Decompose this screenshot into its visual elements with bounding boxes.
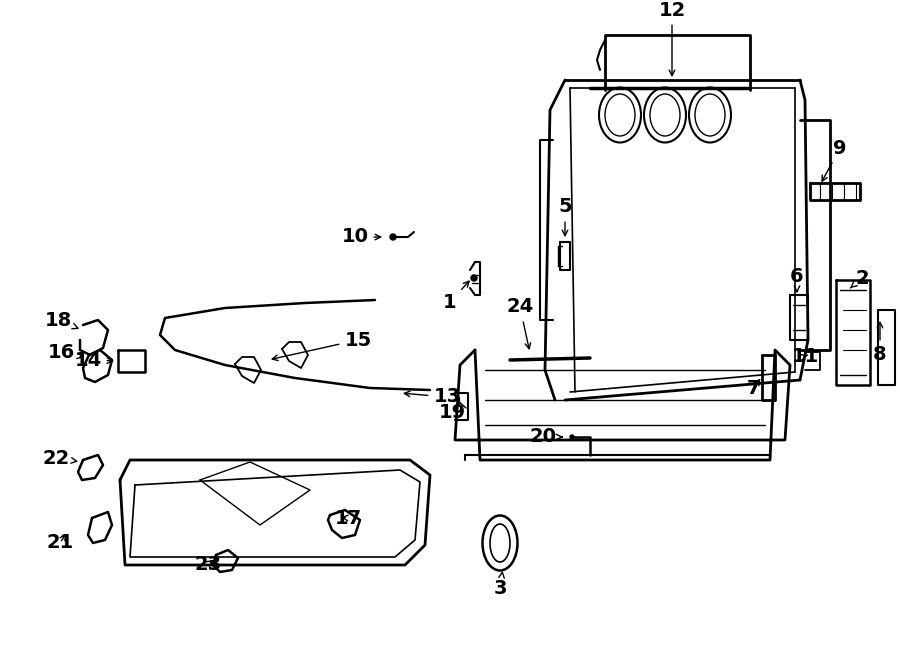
Circle shape [64, 512, 100, 548]
Ellipse shape [695, 94, 725, 136]
Circle shape [74, 522, 90, 538]
Circle shape [849, 336, 857, 344]
Circle shape [132, 532, 138, 538]
Text: 17: 17 [335, 508, 362, 527]
Text: 10: 10 [341, 227, 381, 247]
Ellipse shape [599, 87, 641, 143]
Ellipse shape [490, 524, 510, 562]
Text: 5: 5 [558, 198, 572, 236]
Text: 14: 14 [75, 350, 112, 369]
Circle shape [292, 352, 298, 358]
Circle shape [570, 435, 574, 439]
Circle shape [794, 313, 802, 321]
Text: 13: 13 [404, 387, 461, 407]
Text: 15: 15 [272, 330, 372, 360]
Circle shape [132, 517, 138, 523]
Ellipse shape [689, 87, 731, 143]
Text: 7: 7 [747, 379, 760, 397]
Ellipse shape [605, 94, 635, 136]
Text: 21: 21 [47, 533, 74, 553]
Text: 8: 8 [873, 323, 886, 364]
Text: 6: 6 [790, 266, 804, 292]
Text: 9: 9 [822, 139, 847, 181]
Text: 22: 22 [42, 449, 76, 467]
Circle shape [386, 230, 400, 244]
Text: 11: 11 [791, 346, 819, 366]
Text: 19: 19 [438, 397, 465, 422]
Circle shape [582, 352, 594, 364]
Text: 12: 12 [659, 1, 686, 75]
Ellipse shape [650, 94, 680, 136]
Circle shape [132, 502, 138, 508]
Circle shape [595, 68, 605, 78]
Text: 18: 18 [44, 311, 78, 329]
Text: 3: 3 [493, 572, 507, 598]
Text: 20: 20 [529, 428, 562, 446]
Circle shape [371, 296, 379, 304]
Circle shape [390, 234, 396, 240]
Text: 24: 24 [507, 297, 534, 349]
Circle shape [566, 431, 578, 443]
Circle shape [471, 275, 477, 281]
Text: 1: 1 [443, 281, 469, 311]
Circle shape [132, 487, 138, 493]
Text: 23: 23 [194, 555, 221, 574]
Text: 2: 2 [850, 268, 868, 288]
Text: 16: 16 [48, 342, 83, 362]
Ellipse shape [644, 87, 686, 143]
Ellipse shape [482, 516, 518, 570]
Circle shape [245, 367, 251, 373]
Circle shape [506, 354, 518, 366]
Circle shape [881, 343, 891, 353]
